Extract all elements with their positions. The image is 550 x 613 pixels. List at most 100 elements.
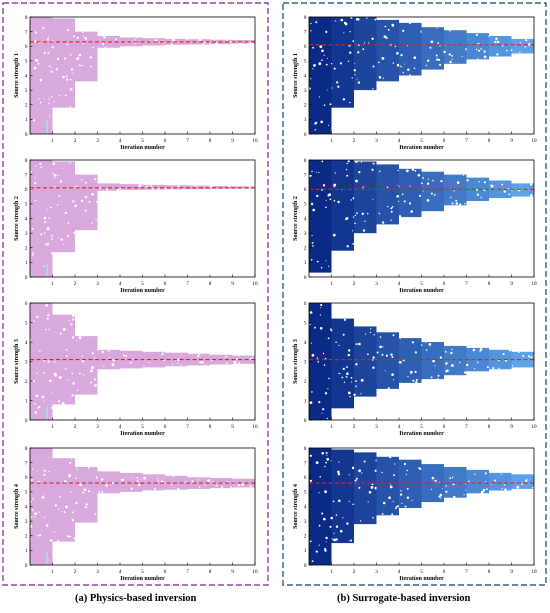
scatter-point	[474, 473, 476, 475]
scatter-point	[356, 78, 358, 80]
scatter-point	[189, 353, 191, 355]
y-tick-label: 5	[25, 202, 28, 208]
scatter-point	[36, 315, 39, 318]
surrogate-panel-frame	[282, 2, 547, 586]
scatter-point	[65, 349, 68, 351]
scatter-point	[453, 495, 456, 499]
scatter-point	[44, 220, 47, 223]
x-tick-label: 2	[353, 281, 356, 287]
scatter-point	[434, 365, 436, 367]
scatter-point	[349, 396, 351, 398]
y-tick-label: 7	[304, 172, 307, 178]
y-tick-label: 4	[304, 504, 307, 510]
y-tick-label: 7	[25, 29, 28, 35]
x-tick-label: 5	[141, 281, 144, 287]
scatter-point	[437, 374, 440, 377]
scatter-point	[233, 360, 237, 364]
scatter-point	[335, 514, 338, 516]
scatter-point	[394, 45, 396, 48]
y-axis-label: Source strength 2	[14, 196, 20, 241]
scatter-point	[84, 209, 87, 212]
scatter-point	[400, 493, 403, 496]
scatter-point	[352, 503, 355, 506]
scatter-point	[101, 350, 104, 354]
x-tick-label: 10	[252, 281, 258, 287]
scatter-point	[326, 454, 328, 456]
scatter-point	[310, 202, 314, 206]
scatter-point	[36, 60, 39, 63]
scatter-block-iter-3	[354, 161, 377, 234]
scatter-point	[114, 38, 117, 41]
scatter-point	[91, 352, 94, 355]
scatter-point	[400, 54, 403, 57]
scatter-point	[329, 198, 332, 201]
scatter-point	[501, 45, 504, 47]
x-axis-label: Iteration number	[399, 145, 444, 151]
scatter-point	[53, 531, 55, 533]
scatter-point	[53, 174, 57, 177]
scatter-point	[463, 494, 465, 496]
x-tick-label: 2	[74, 281, 77, 287]
scatter-point	[172, 363, 174, 365]
scatter-point	[419, 467, 422, 470]
x-tick-label: 7	[465, 281, 468, 287]
scatter-point	[57, 174, 60, 176]
scatter-point	[326, 457, 330, 461]
scatter-point	[455, 199, 458, 202]
scatter-point	[374, 18, 377, 21]
scatter-point	[41, 496, 45, 499]
scatter-point	[390, 210, 393, 213]
scatter-point	[39, 350, 41, 352]
scatter-point	[449, 477, 452, 479]
y-tick-label: 3	[304, 359, 307, 365]
x-tick-label: 3	[375, 569, 378, 575]
x-axis-label: Iteration number	[399, 288, 444, 294]
scatter-point	[511, 365, 514, 367]
scatter-point	[385, 36, 388, 39]
y-axis-label: Source strength 2	[293, 196, 299, 241]
scatter-block-iter-8	[466, 33, 489, 60]
scatter-point	[51, 238, 53, 240]
scatter-point	[52, 173, 54, 175]
scatter-point	[320, 120, 324, 124]
scatter-point	[50, 66, 52, 68]
scatter-point	[309, 311, 313, 314]
scatter-point	[355, 160, 358, 163]
scatter-point	[348, 500, 350, 502]
scatter-point	[39, 162, 42, 165]
scatter-point	[61, 168, 63, 169]
scatter-point	[355, 18, 359, 21]
scatter-block-iter-8	[187, 477, 210, 489]
scatter-point	[358, 486, 361, 489]
scatter-point	[451, 58, 453, 60]
scatter-point	[85, 503, 88, 506]
scatter-point	[184, 481, 187, 483]
scatter-point	[46, 38, 49, 41]
scatter-point	[318, 524, 321, 527]
scatter-point	[46, 227, 50, 231]
scatter-point	[496, 53, 499, 56]
scatter-point	[372, 356, 375, 359]
scatter-block-iter-3	[75, 467, 98, 523]
scatter-point	[429, 46, 432, 49]
scatter-point	[76, 389, 79, 391]
scatter-point	[390, 353, 393, 356]
scatter-point	[323, 364, 326, 366]
scatter-point	[354, 214, 357, 217]
y-tick-label: 4	[25, 73, 28, 79]
scatter-point	[434, 479, 437, 482]
scatter-point	[210, 185, 213, 188]
scatter-point	[34, 181, 37, 185]
scatter-point	[123, 354, 125, 357]
y-tick-label: 8	[25, 446, 28, 452]
scatter-point	[439, 63, 442, 66]
scatter-block-iter-9	[489, 36, 512, 57]
x-tick-label: 5	[141, 138, 144, 144]
scatter-point	[235, 358, 239, 361]
scatter-point	[84, 37, 88, 40]
scatter-point	[394, 463, 396, 465]
scatter-point	[34, 177, 36, 179]
scatter-point	[224, 356, 226, 358]
scatter-point	[84, 181, 87, 184]
scatter-point	[350, 199, 352, 201]
